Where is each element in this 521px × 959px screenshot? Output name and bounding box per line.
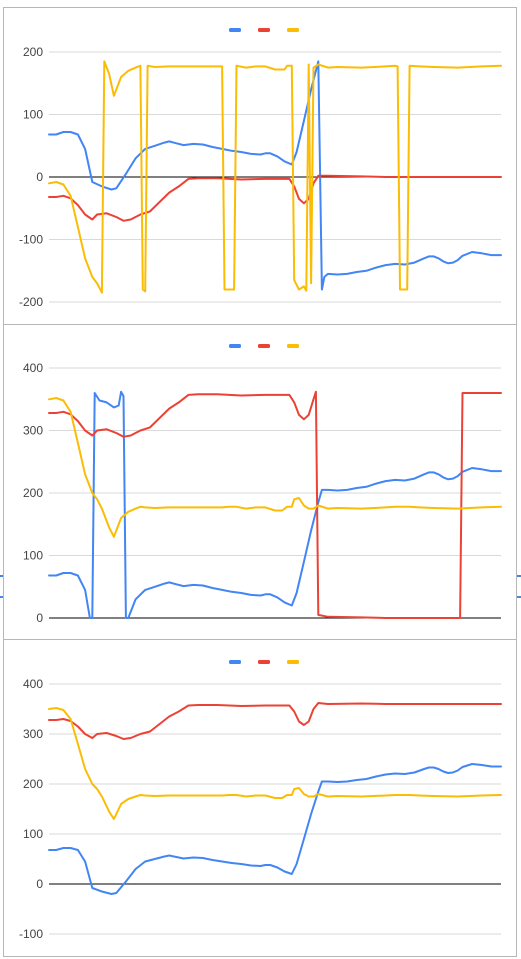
y-tick-label: 300 [23, 424, 43, 438]
y-tick-label: 0 [36, 170, 43, 184]
series-line[interactable] [48, 397, 502, 538]
chart-svg: -200 -100 0 100 200 [19, 28, 502, 309]
y-tick-label: -200 [19, 295, 43, 309]
legend-swatch[interactable] [258, 28, 270, 32]
y-tick-label: 200 [23, 45, 43, 59]
series-line[interactable] [48, 60, 502, 291]
legend-swatch[interactable] [287, 28, 299, 32]
y-tick-label: 0 [36, 877, 43, 891]
y-tick-label: 100 [23, 549, 43, 563]
legend-swatch[interactable] [229, 28, 241, 32]
y-tick-label: -100 [19, 927, 43, 941]
y-tick-label: 200 [23, 777, 43, 791]
legend-swatch[interactable] [258, 660, 270, 664]
series-line[interactable] [48, 707, 502, 820]
series-line[interactable] [48, 174, 502, 222]
y-tick-label: 0 [36, 611, 43, 625]
y-tick-label: 100 [23, 108, 43, 122]
legend-swatch[interactable] [229, 660, 241, 664]
y-tick-label: 300 [23, 727, 43, 741]
chart-panel-3: -100 0 100 200 300 400 [3, 639, 517, 957]
y-tick-label: 100 [23, 827, 43, 841]
series-line[interactable] [48, 390, 502, 619]
y-tick-label: 200 [23, 486, 43, 500]
series-line[interactable] [48, 702, 502, 740]
chart-svg: 0 100 200 300 400 [23, 344, 502, 625]
series-line[interactable] [48, 60, 502, 294]
y-tick-label: -100 [19, 233, 43, 247]
legend-swatch[interactable] [287, 660, 299, 664]
legend-swatch[interactable] [229, 344, 241, 348]
y-tick-label: 400 [23, 677, 43, 691]
y-tick-label: 400 [23, 361, 43, 375]
chart-panel-1: -200 -100 0 100 200 [3, 7, 517, 325]
series-line[interactable] [48, 763, 502, 895]
series-line[interactable] [48, 390, 502, 619]
legend-swatch[interactable] [287, 344, 299, 348]
chart-panel-2: 0 100 200 300 400 [3, 324, 517, 640]
legend-swatch[interactable] [258, 344, 270, 348]
chart-svg: -100 0 100 200 300 400 [19, 660, 502, 941]
